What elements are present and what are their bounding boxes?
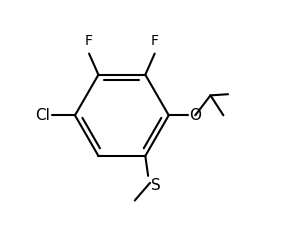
- Text: S: S: [151, 178, 161, 193]
- Text: Cl: Cl: [35, 108, 50, 123]
- Text: O: O: [189, 108, 201, 123]
- Text: F: F: [151, 34, 159, 48]
- Text: F: F: [85, 34, 93, 48]
